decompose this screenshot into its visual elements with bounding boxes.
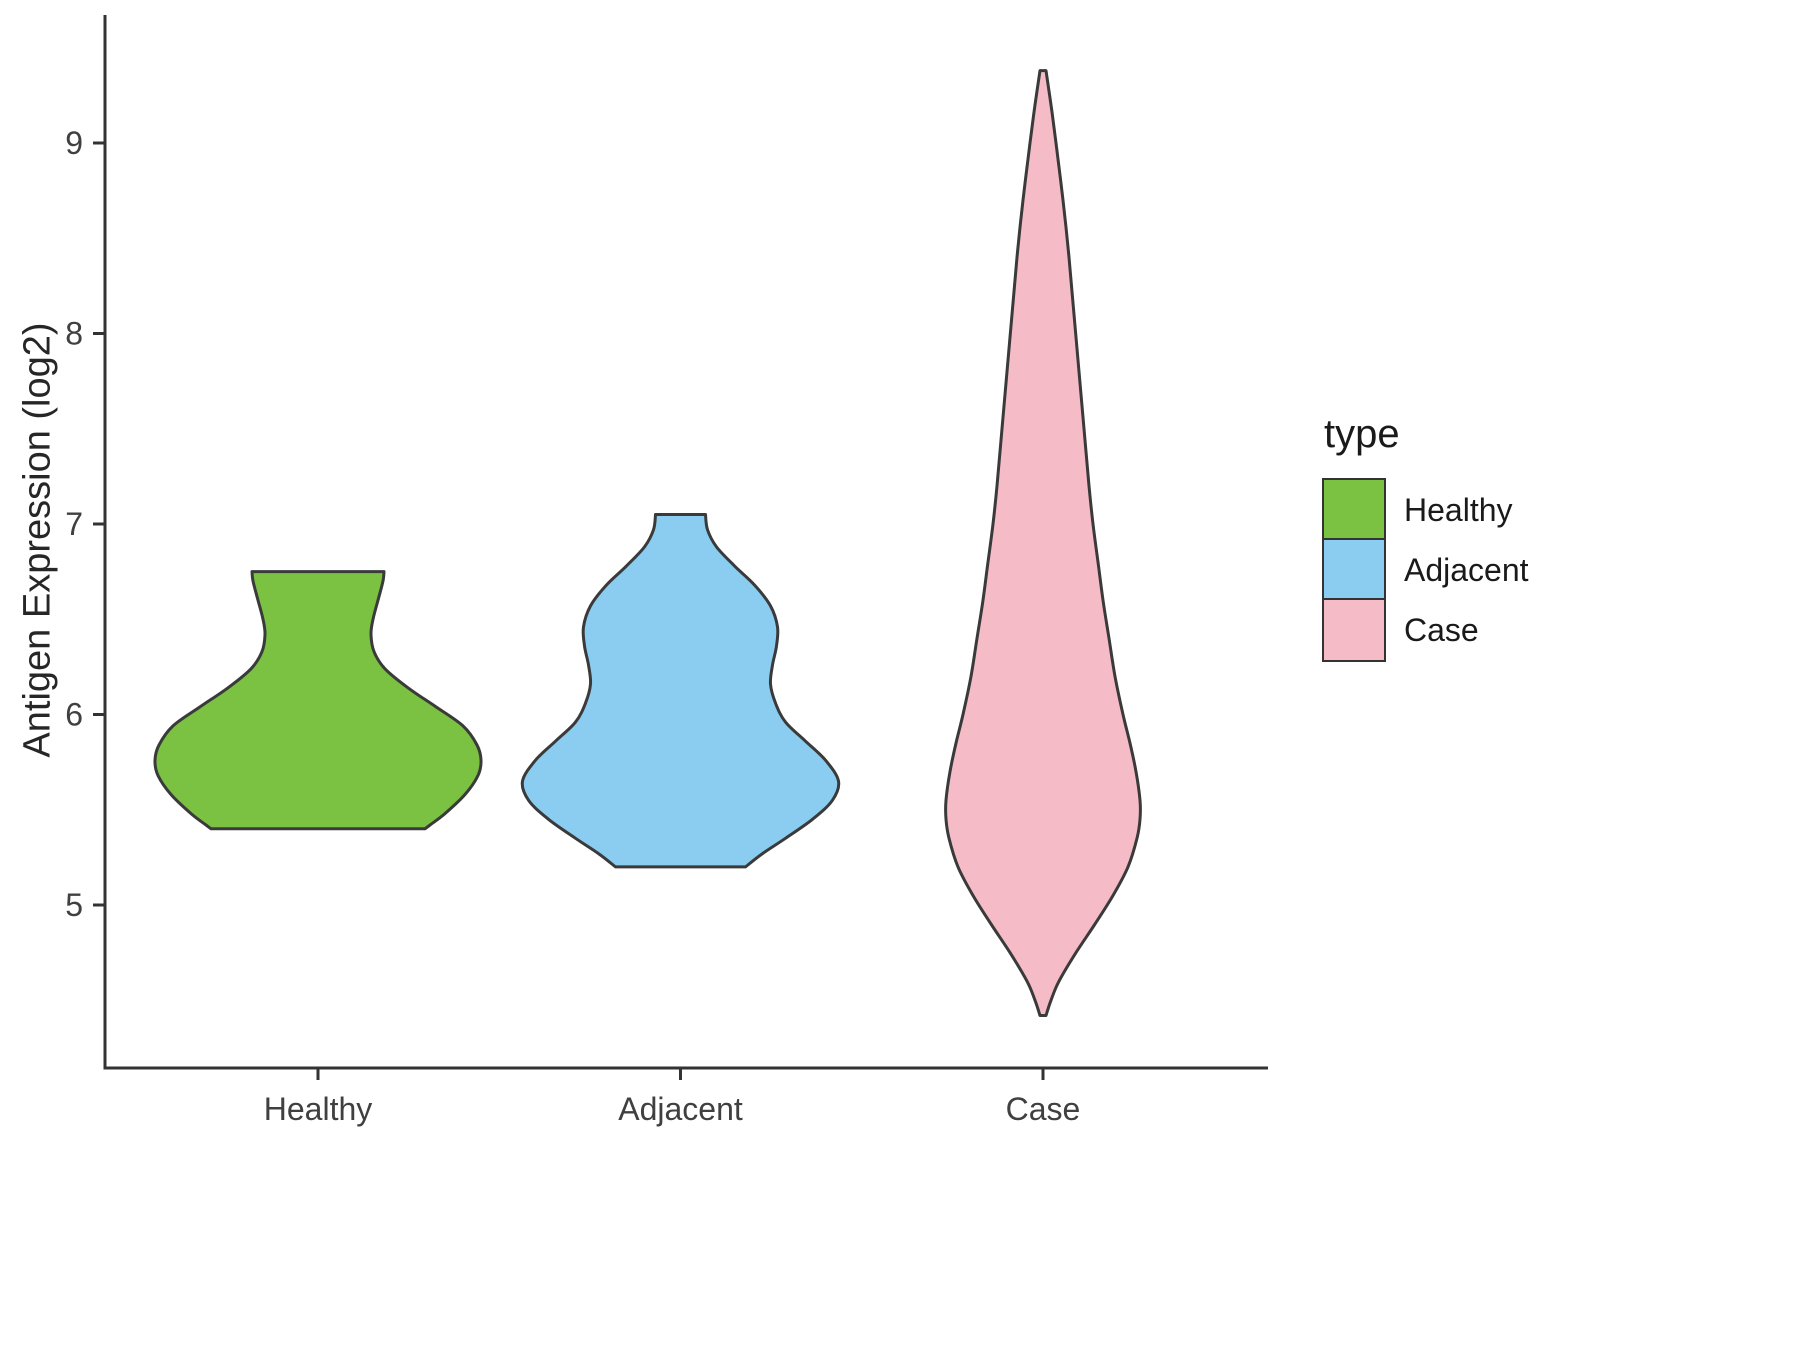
legend: type Healthy Adjacent Case (1322, 412, 1529, 662)
legend-swatch-case (1322, 598, 1386, 662)
y-tick-label: 6 (65, 697, 83, 733)
legend-item-case: Case (1322, 598, 1529, 662)
y-tick-label: 8 (65, 316, 83, 352)
legend-title: type (1324, 412, 1400, 456)
y-tick-label: 9 (65, 125, 83, 161)
legend-item-adjacent: Adjacent (1322, 538, 1529, 602)
axis-lines (103, 15, 1268, 1070)
legend-swatch-adjacent (1322, 538, 1386, 602)
violin-case (944, 69, 1142, 1017)
y-axis-title: Antigen Expression (log2) (16, 322, 59, 758)
legend-swatch-healthy (1322, 478, 1386, 542)
x-tick-label-adjacent: Adjacent (618, 1091, 743, 1127)
x-tick-label-case: Case (1006, 1091, 1081, 1127)
legend-label-case: Case (1404, 611, 1479, 648)
y-tick-label: 5 (65, 887, 83, 923)
violin-healthy (153, 570, 483, 831)
legend-item-healthy: Healthy (1322, 478, 1529, 542)
legend-label-adjacent: Adjacent (1404, 551, 1529, 588)
y-tick-label: 7 (65, 506, 83, 542)
x-tick-label-healthy: Healthy (264, 1091, 373, 1127)
violin-adjacent (520, 512, 841, 869)
legend-label-healthy: Healthy (1404, 491, 1513, 528)
